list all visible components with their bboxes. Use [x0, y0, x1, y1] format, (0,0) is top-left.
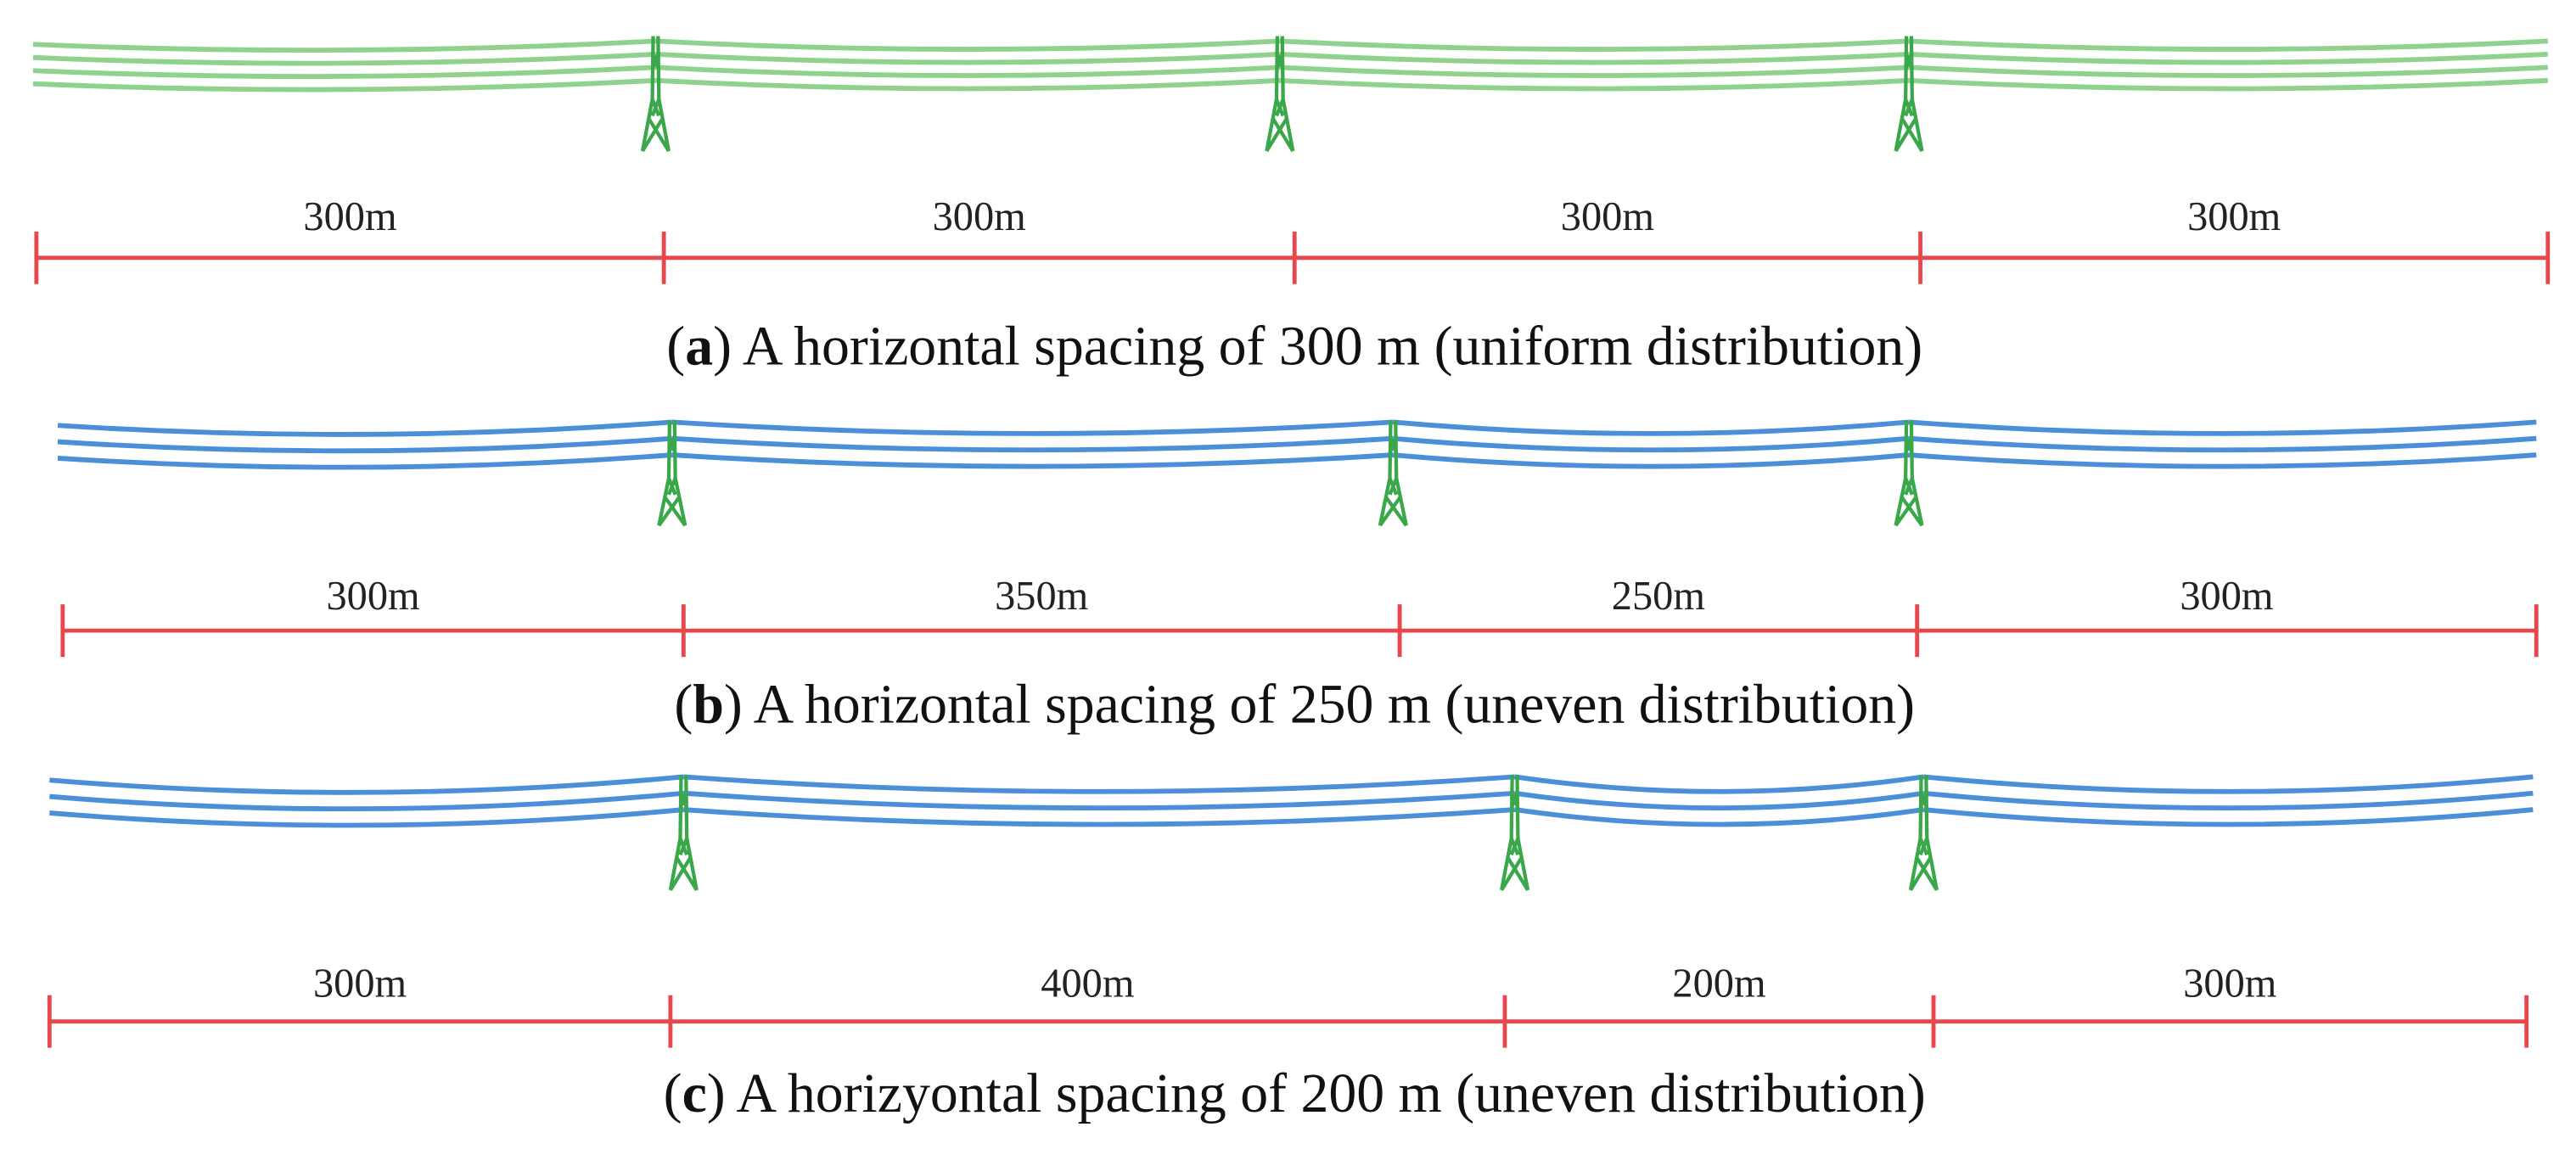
caption: (b) A horizontal spacing of 250 m (uneve… [674, 673, 1915, 735]
tower [640, 36, 671, 153]
tower [1378, 420, 1408, 527]
conductor [49, 774, 2534, 795]
caption-prefix: ( [674, 673, 693, 735]
caption: (a) A horizontal spacing of 300 m (unifo… [666, 316, 1922, 378]
tower-frame [657, 420, 687, 527]
tower [668, 775, 699, 892]
segment-label: 300m [2187, 194, 2281, 239]
segment-label: 300m [1561, 194, 1654, 239]
tower-frame [1265, 36, 1295, 153]
segment-label: 300m [313, 961, 407, 1006]
segment-label: 300m [2183, 961, 2276, 1006]
tower-frame [668, 775, 699, 892]
caption-letter: b [693, 673, 724, 735]
caption-text: ) A horizontal spacing of 250 m (uneven … [724, 673, 1915, 735]
ruler [47, 995, 2529, 1048]
conductor [32, 51, 2548, 66]
segment-label: 350m [995, 574, 1088, 619]
tower [1908, 775, 1939, 892]
tower-frame [640, 36, 671, 153]
segment-label: 200m [1672, 961, 1765, 1006]
panel: 300m 350m 250m 300m (b) A horizontal spacing… [57, 419, 2539, 735]
segment-label: 300m [933, 194, 1026, 239]
caption-text: ) A horizyontal spacing of 200 m (uneven… [707, 1062, 1926, 1124]
conductor [57, 435, 2537, 454]
tower-frame [1908, 775, 1939, 892]
ruler [34, 231, 2551, 284]
conductor [32, 64, 2548, 79]
tower [1499, 775, 1530, 892]
conductor [57, 419, 2537, 437]
conductor [49, 790, 2534, 812]
segment-label: 300m [2180, 574, 2273, 619]
tower-frame [1894, 36, 1924, 153]
tower-frame [1378, 420, 1408, 527]
segment-label: 300m [303, 194, 396, 239]
caption-prefix: ( [664, 1062, 682, 1124]
conductor [57, 452, 2537, 470]
tower [1265, 36, 1295, 153]
caption-letter: a [685, 316, 713, 378]
conductor [32, 77, 2548, 92]
tower-frame [1499, 775, 1530, 892]
panel: 300m 300m 300m 300m (a) A horizontal spacing… [32, 36, 2551, 378]
tower [1894, 36, 1924, 153]
conductor [49, 807, 2534, 828]
tower-frame [1894, 420, 1924, 527]
panel: 300m 400m 200m 300m (c) A horizyontal spacin… [47, 774, 2534, 1124]
tower [1894, 420, 1924, 527]
tower [657, 420, 687, 527]
segment-label: 300m [326, 574, 419, 619]
conductor [32, 38, 2548, 53]
ruler [60, 604, 2539, 658]
caption: (c) A horizyontal spacing of 200 m (unev… [664, 1062, 1926, 1124]
caption-letter: c [682, 1062, 707, 1124]
caption-text: ) A horizontal spacing of 300 m (uniform… [713, 316, 1922, 378]
segment-label: 250m [1612, 574, 1705, 619]
caption-prefix: ( [666, 316, 685, 378]
segment-label: 400m [1041, 961, 1134, 1006]
